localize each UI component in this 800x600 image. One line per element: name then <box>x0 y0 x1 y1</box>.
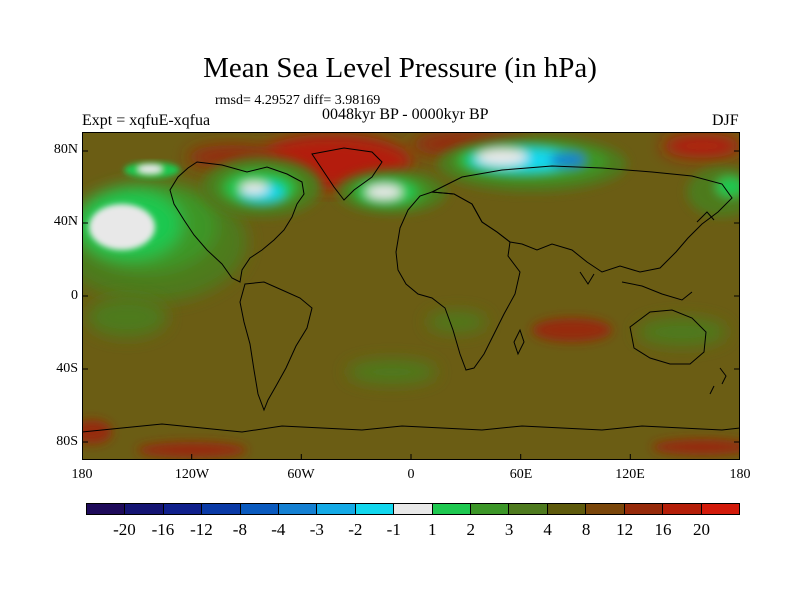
x-tick-label: 180 <box>71 467 93 482</box>
x-tick-label: 180 <box>729 467 751 482</box>
coastlines <box>82 147 740 433</box>
colorbar-label: 16 <box>654 520 672 539</box>
pressure-map <box>82 132 740 460</box>
southern-high-region <box>82 318 740 458</box>
east-asia-low <box>687 167 740 217</box>
colorbar-swatch <box>432 504 472 514</box>
x-tick-label: 60E <box>509 467 533 482</box>
north-america-low <box>202 157 322 217</box>
se-asia-islands-coast <box>579 211 715 301</box>
new-zealand-coast <box>709 367 727 395</box>
colorbar-label: -1 <box>386 520 401 539</box>
colorbar-label: 4 <box>543 520 552 539</box>
y-tick-label: 40S <box>56 361 78 376</box>
madagascar-coast <box>513 328 525 356</box>
colorbar-label: -3 <box>309 520 324 539</box>
colorbar-swatch <box>317 504 356 514</box>
colorbar-swatch <box>87 504 126 514</box>
x-tick-label: 60W <box>287 467 315 482</box>
time-period-label: 0048kyr BP - 0000kyr BP <box>322 106 489 123</box>
colorbar-swatch <box>624 504 664 514</box>
rmsd-diff-stats: rmsd= 4.29527 diff= 3.98169 <box>215 93 381 108</box>
colorbar-swatch <box>663 504 702 514</box>
colorbar-label: -12 <box>190 520 213 539</box>
y-tick-label: 80S <box>56 434 78 449</box>
colorbar-label: 2 <box>466 520 475 539</box>
map-title: Mean Sea Level Pressure (in hPa) <box>203 52 597 84</box>
colorbar-label: -16 <box>151 520 175 539</box>
north-america-coast <box>169 161 305 283</box>
colorbar-swatch <box>471 504 510 514</box>
colorbar-label: -2 <box>348 520 363 539</box>
axis-ticks <box>82 150 740 460</box>
colorbar-swatch <box>163 504 203 514</box>
colorbar-swatch <box>125 504 164 514</box>
south-america-coast <box>239 281 313 412</box>
y-tick-label: 40N <box>53 214 78 229</box>
colorbar-label: 3 <box>504 520 514 539</box>
x-tick-label: 120E <box>615 467 645 482</box>
colorbar-swatch <box>394 504 433 514</box>
y-tick-label: 80N <box>53 142 78 157</box>
north-atlantic-low <box>337 170 447 214</box>
asia-coast <box>430 165 733 273</box>
colorbar-swatch <box>586 504 625 514</box>
x-tick-label: 0 <box>407 467 415 482</box>
colorbar-swatch <box>701 504 739 514</box>
colorbar-swatch <box>355 504 395 514</box>
colorbar-label: -4 <box>271 520 286 539</box>
siberian-low <box>437 136 627 192</box>
colorbar-swatch <box>240 504 280 514</box>
colorbar-label: 20 <box>693 520 711 539</box>
antarctica-coast <box>82 423 740 433</box>
y-tick-label: 0 <box>71 288 78 303</box>
colorbar-swatch <box>202 504 241 514</box>
colorbar-label: -20 <box>113 520 136 539</box>
colorbar <box>86 503 740 515</box>
greenland-coast <box>311 147 383 201</box>
pacific-low-core <box>89 204 155 250</box>
colorbar-label: 1 <box>427 520 437 539</box>
alaska-low <box>124 162 180 178</box>
colorbar-swatch <box>547 504 587 514</box>
tropical-green-bands <box>87 297 727 384</box>
australia-coast <box>629 309 707 365</box>
colorbar-label: 8 <box>581 520 591 539</box>
colorbar-label: -8 <box>232 520 247 539</box>
x-tick-label: 120W <box>174 467 210 482</box>
colorbar-swatch <box>279 504 318 514</box>
experiment-label: Expt = xqfuE-xqfua <box>82 112 211 129</box>
colorbar-swatch <box>509 504 548 514</box>
colorbar-label: 12 <box>616 520 634 539</box>
season-label: DJF <box>712 112 739 129</box>
